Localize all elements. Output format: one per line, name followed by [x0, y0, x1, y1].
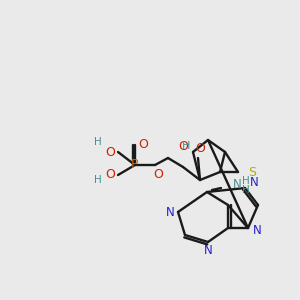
Text: H: H — [242, 185, 250, 195]
Text: N: N — [166, 206, 174, 218]
Text: O: O — [195, 142, 205, 154]
Text: H: H — [94, 175, 102, 185]
Text: N: N — [204, 244, 212, 257]
Text: O: O — [105, 169, 115, 182]
Text: N: N — [253, 224, 261, 238]
Text: H: H — [182, 141, 190, 151]
Text: O: O — [178, 140, 188, 154]
Text: O: O — [138, 139, 148, 152]
Text: H: H — [94, 137, 102, 147]
Text: O: O — [105, 146, 115, 158]
Text: O: O — [153, 167, 163, 181]
Text: N: N — [250, 176, 258, 190]
Text: S: S — [248, 166, 256, 178]
Text: P: P — [131, 158, 139, 172]
Text: N: N — [232, 178, 242, 191]
Text: H: H — [242, 176, 250, 186]
